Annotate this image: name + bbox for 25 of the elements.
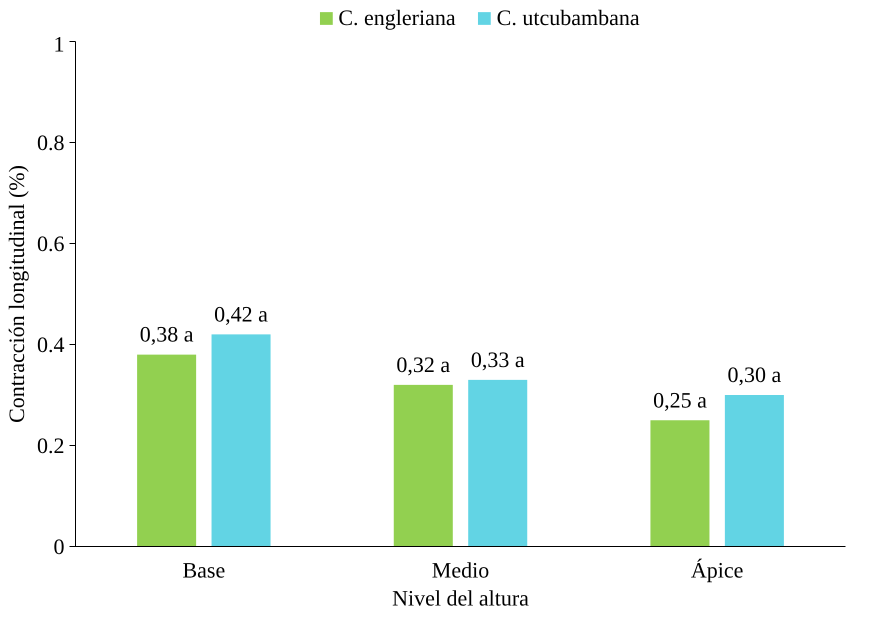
y-tick-label: 0.8 [37,130,64,155]
y-tick-label: 0.6 [37,231,64,256]
data-label: 0,42 a [214,301,268,326]
data-label: 0,32 a [396,352,450,377]
data-label: 0,30 a [728,362,782,387]
bar [650,420,710,546]
y-tick-label: 0.2 [37,433,64,458]
x-axis-title: Nivel del altura [392,586,530,610]
data-label: 0,25 a [653,387,708,412]
legend-label: C. engleriana [338,5,456,31]
bar [724,395,784,546]
x-tick-label: Base [182,558,226,582]
bar [212,334,271,546]
x-tick-label: Medio [432,558,490,582]
bar [137,354,196,546]
legend-label: C. utcubambana [496,5,640,31]
y-axis-title: Contracción longitudinal (%) [4,165,29,423]
y-tick-label: 0.4 [37,332,64,357]
y-tick-label: 1 [54,32,64,56]
x-tick-label: Ápice [690,558,744,582]
data-label: 0,38 a [140,322,194,347]
y-tick-label: 0 [54,534,64,559]
data-label: 0,33 a [470,346,525,372]
bar [394,384,453,546]
bar [468,380,528,546]
